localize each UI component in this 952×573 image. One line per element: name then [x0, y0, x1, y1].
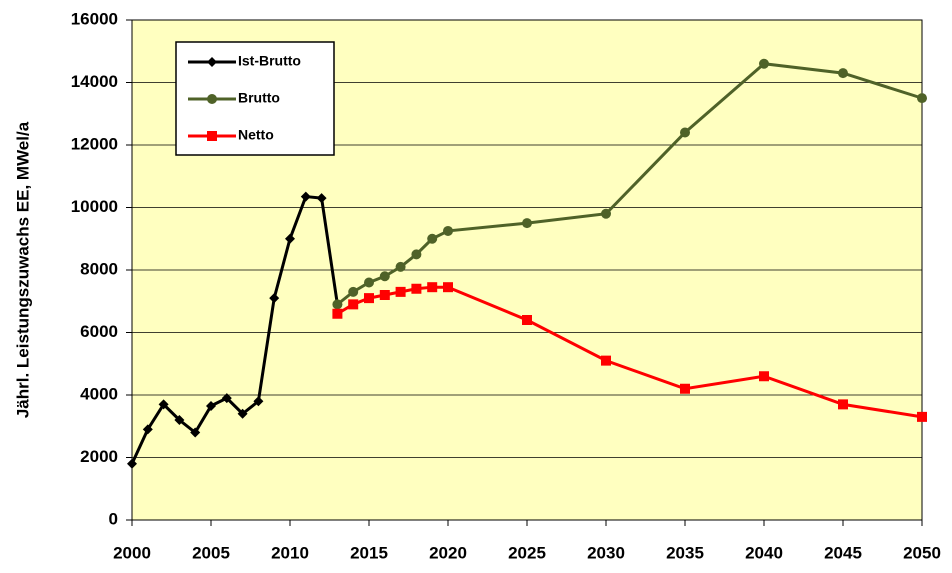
y-tick-label: 14000	[71, 72, 118, 91]
data-point	[379, 290, 390, 300]
data-point	[522, 218, 532, 229]
y-tick-label: 6000	[80, 322, 118, 341]
data-point	[332, 308, 343, 319]
data-point	[174, 415, 185, 425]
data-point	[364, 277, 374, 288]
legend-label: Ist-Brutto	[238, 53, 301, 69]
data-point	[300, 191, 311, 202]
data-point	[237, 408, 248, 419]
data-point	[917, 93, 927, 104]
data-point	[364, 293, 374, 304]
y-tick-label: 8000	[80, 259, 118, 278]
plot-border	[131, 19, 923, 521]
data-point	[917, 411, 927, 422]
data-point	[142, 424, 153, 435]
data-point	[443, 225, 453, 236]
data-point	[221, 393, 232, 404]
y-tick-label: 0	[109, 509, 118, 528]
data-point	[269, 293, 280, 304]
data-point	[601, 208, 611, 219]
x-tick-label: 2035	[666, 543, 704, 562]
data-point	[379, 271, 390, 282]
data-point	[601, 355, 611, 366]
y-tick-label: 4000	[80, 384, 118, 403]
data-point	[838, 68, 848, 79]
data-point	[411, 249, 422, 260]
y-axis-label: Jährl. Leistungszuwachs EE, MWel/a	[13, 121, 32, 418]
data-point	[285, 233, 295, 244]
data-point	[427, 233, 438, 244]
y-tick-label: 16000	[71, 9, 118, 28]
data-point	[158, 399, 169, 410]
legend-marker	[207, 57, 217, 67]
data-point	[759, 371, 769, 382]
legend-label: Brutto	[238, 90, 280, 106]
data-point	[443, 282, 453, 293]
data-point	[190, 427, 201, 438]
legend-marker	[207, 131, 217, 141]
data-point	[411, 283, 422, 294]
x-tick-label: 2005	[192, 543, 230, 562]
data-point	[316, 193, 327, 204]
data-point	[838, 399, 848, 410]
data-point	[395, 286, 406, 297]
x-tick-label: 2000	[113, 543, 151, 562]
data-point	[127, 458, 137, 469]
x-tick-label: 2045	[824, 543, 862, 562]
data-point	[332, 299, 343, 310]
y-tick-label: 2000	[80, 447, 118, 466]
data-point	[253, 396, 264, 407]
data-point	[759, 58, 769, 69]
x-tick-label: 2010	[271, 543, 309, 562]
x-tick-label: 2025	[508, 543, 546, 562]
data-point	[348, 299, 359, 310]
x-tick-label: 2015	[350, 543, 388, 562]
x-tick-label: 2020	[429, 543, 467, 562]
y-tick-label: 12000	[71, 134, 118, 153]
data-point	[680, 127, 690, 138]
data-point	[348, 286, 359, 297]
x-tick-label: 2030	[587, 543, 625, 562]
series-line	[130, 194, 339, 465]
data-point	[522, 315, 532, 325]
data-point	[680, 383, 690, 394]
y-tick-label: 10000	[71, 197, 118, 216]
data-point	[206, 400, 216, 411]
data-point	[427, 282, 438, 293]
x-tick-label: 2050	[903, 543, 941, 562]
x-tick-label: 2040	[745, 543, 783, 562]
legend-label: Netto	[238, 127, 274, 143]
data-point	[395, 261, 406, 272]
legend-marker	[207, 94, 217, 104]
